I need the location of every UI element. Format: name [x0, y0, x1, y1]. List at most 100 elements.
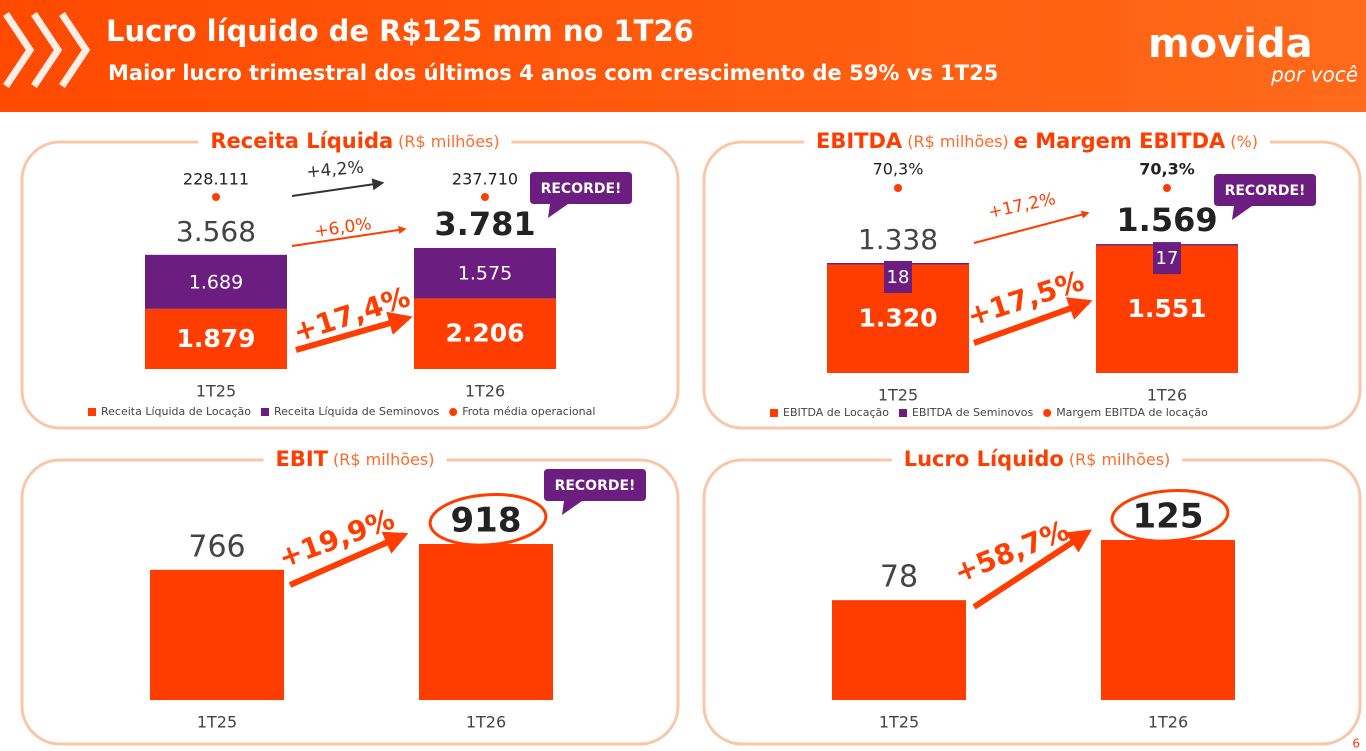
segment-label: 1.689 — [189, 271, 243, 293]
bar — [832, 600, 966, 700]
title-part: EBITDA — [816, 129, 903, 153]
legend-swatch — [88, 408, 96, 416]
bar-segment — [145, 308, 287, 369]
title-bg — [263, 445, 447, 473]
badge-text: RECORDE! — [1225, 183, 1306, 199]
title-bg — [891, 445, 1183, 473]
page-number: 6 — [1352, 737, 1360, 751]
header-subtitle: Maior lucro trimestral dos últimos 4 ano… — [108, 61, 998, 85]
header-title: Lucro líquido de R$125 mm no 1T26 — [106, 14, 694, 48]
marker — [212, 193, 220, 201]
highlight-circle — [428, 493, 548, 547]
x-tick-label: 1T25 — [879, 713, 919, 732]
marker — [894, 184, 902, 192]
marker — [1163, 184, 1171, 192]
legend-swatch — [898, 409, 907, 417]
legend-label: Margem EBITDA de locação — [1056, 406, 1208, 419]
marker-label: 70,3% — [1139, 160, 1195, 179]
segment-label: 2.206 — [445, 319, 524, 348]
growth-arrow — [295, 311, 413, 353]
marker-label: 237.710 — [452, 170, 518, 189]
title-part: Receita Líquida — [210, 129, 393, 153]
badge-bg — [1214, 174, 1316, 220]
segment-label: 1.575 — [458, 263, 512, 285]
chevrons — [3, 12, 91, 88]
legend-label: Receita Líquida de Seminovos — [274, 405, 439, 418]
legend-label: Frota média operacional — [462, 405, 595, 418]
growth-label: +17,4% — [289, 280, 414, 349]
total-label: 3.568 — [176, 215, 256, 248]
title-part: EBIT — [276, 447, 329, 471]
highlight-circle — [1110, 489, 1230, 543]
x-tick-label: 1T25 — [878, 386, 918, 405]
badge-bg — [544, 469, 646, 515]
legend-swatch — [1043, 409, 1052, 417]
growth-arrow — [291, 178, 385, 197]
segment-label: 1.551 — [1127, 294, 1206, 323]
header-bg — [0, 0, 1366, 112]
logo: movida — [1148, 21, 1313, 67]
badge-text: RECORDE! — [541, 181, 622, 197]
growth-arrow — [973, 210, 1090, 244]
title-bg — [804, 127, 1270, 155]
x-tick-label: 1T26 — [1148, 713, 1188, 732]
legend-label: EBITDA de Locação — [783, 406, 889, 419]
x-tick-label: 1T25 — [197, 713, 237, 732]
title-part: (R$ milhões) — [907, 132, 1008, 151]
panel — [702, 458, 1362, 746]
legend-swatch — [449, 408, 458, 416]
tagline: por você — [1270, 63, 1358, 87]
segment-label: 17 — [1156, 248, 1179, 269]
legend-swatch — [770, 409, 778, 417]
badge-text: RECORDE! — [555, 478, 636, 494]
bar — [419, 544, 553, 700]
segment-label: 18 — [887, 267, 910, 288]
legend-label: EBITDA de Seminovos — [912, 406, 1033, 419]
x-tick-label: 1T26 — [466, 713, 506, 732]
title-part: (R$ milhões) — [333, 450, 434, 469]
value-label: 78 — [880, 560, 918, 595]
growth-label: +6,0% — [313, 214, 373, 242]
growth-arrow — [288, 531, 409, 588]
chart-title: EBITDA (R$ milhões) e Margem EBITDA (%) — [816, 129, 1258, 153]
title-part: (R$ milhões) — [398, 132, 499, 151]
growth-arrow — [291, 225, 407, 247]
legend-label: Receita Líquida de Locação — [101, 405, 251, 418]
x-tick-label: 1T26 — [1147, 386, 1187, 405]
value-label: 766 — [188, 529, 245, 564]
title-part: (R$ milhões) — [1069, 450, 1170, 469]
x-tick-label: 1T25 — [196, 382, 236, 401]
bar — [150, 569, 284, 700]
bar-segment — [414, 298, 556, 369]
chart-title: EBIT (R$ milhões) — [276, 447, 435, 471]
bar — [1101, 540, 1235, 700]
segment-label: 1.320 — [858, 304, 937, 333]
segment-label-box — [884, 260, 912, 293]
legend-swatch — [260, 408, 269, 416]
title-part: (%) — [1230, 132, 1258, 151]
total-label: 3.781 — [434, 205, 535, 243]
growth-label: +58,7% — [949, 514, 1073, 590]
bar-segment — [145, 254, 287, 309]
growth-label: +4,2% — [306, 158, 365, 183]
total-label: 1.569 — [1116, 201, 1217, 239]
segment-label-box — [1153, 242, 1181, 275]
marker-label: 70,3% — [873, 160, 924, 179]
title-part: Lucro Líquido — [904, 447, 1064, 471]
growth-arrow — [972, 529, 1093, 610]
title-bg — [198, 127, 512, 155]
growth-arrow — [972, 297, 1093, 346]
x-tick-label: 1T26 — [465, 382, 505, 401]
segment-label: 1.879 — [176, 324, 255, 353]
bar-segment — [414, 248, 556, 299]
value-label: 125 — [1133, 497, 1204, 537]
total-label: 1.338 — [858, 223, 938, 256]
value-label: 918 — [451, 501, 522, 541]
marker — [481, 193, 489, 201]
chart-title: Receita Líquida (R$ milhões) — [210, 129, 499, 153]
chart-title: Lucro Líquido (R$ milhões) — [904, 447, 1171, 471]
title-part: e Margem EBITDA — [1014, 129, 1226, 153]
marker-label: 228.111 — [183, 170, 249, 189]
